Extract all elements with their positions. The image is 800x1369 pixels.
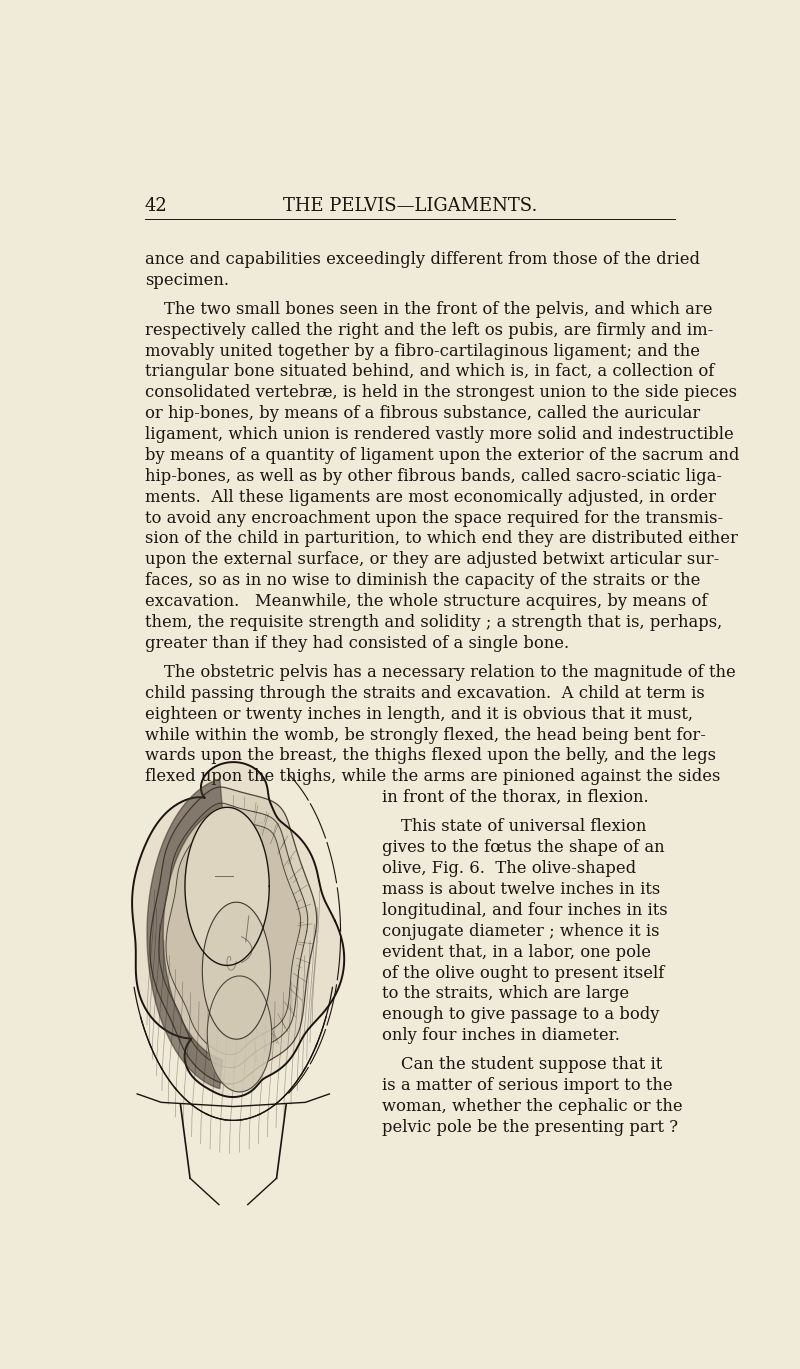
Text: upon the external surface, or they are adjusted betwixt articular sur-: upon the external surface, or they are a… (145, 552, 719, 568)
Polygon shape (159, 804, 308, 1068)
Polygon shape (150, 787, 317, 1084)
Text: triangular bone situated behind, and which is, in fact, a collection of: triangular bone situated behind, and whi… (145, 363, 714, 381)
Text: The obstetric pelvis has a necessary relation to the magnitude of the: The obstetric pelvis has a necessary rel… (165, 664, 736, 680)
Text: THE PELVIS—LIGAMENTS.: THE PELVIS—LIGAMENTS. (283, 197, 537, 215)
Text: hip-bones, as well as by other fibrous bands, called sacro-sciatic liga-: hip-bones, as well as by other fibrous b… (145, 468, 722, 485)
Text: by means of a quantity of ligament upon the exterior of the sacrum and: by means of a quantity of ligament upon … (145, 446, 739, 464)
Text: specimen.: specimen. (145, 271, 229, 289)
Text: flexed upon the thighs, while the arms are pinioned against the sides: flexed upon the thighs, while the arms a… (145, 768, 720, 786)
Text: in front of the thorax, in flexion.: in front of the thorax, in flexion. (382, 789, 649, 806)
Text: respectively called the right and the left os pubis, are firmly and im-: respectively called the right and the le… (145, 322, 713, 338)
Text: or hip-bones, by means of a fibrous substance, called the auricular: or hip-bones, by means of a fibrous subs… (145, 405, 700, 422)
Text: movably united together by a fibro-cartilaginous ligament; and the: movably united together by a fibro-carti… (145, 342, 700, 360)
Text: to the straits, which are large: to the straits, which are large (382, 986, 630, 1002)
Text: is a matter of serious import to the: is a matter of serious import to the (382, 1077, 673, 1094)
Text: faces, so as in no wise to diminish the capacity of the straits or the: faces, so as in no wise to diminish the … (145, 572, 700, 589)
Text: child passing through the straits and excavation.  A child at term is: child passing through the straits and ex… (145, 684, 704, 702)
Polygon shape (207, 976, 272, 1092)
Text: The two small bones seen in the front of the pelvis, and which are: The two small bones seen in the front of… (165, 301, 713, 318)
Text: Fig. 6.: Fig. 6. (216, 820, 269, 838)
Text: them, the requisite strength and solidity ; a strength that is, perhaps,: them, the requisite strength and solidit… (145, 613, 722, 631)
Polygon shape (202, 902, 270, 1039)
Text: ligament, which union is rendered vastly more solid and indestructible: ligament, which union is rendered vastly… (145, 426, 734, 444)
Text: to avoid any encroachment upon the space required for the transmis-: to avoid any encroachment upon the space… (145, 509, 722, 527)
Polygon shape (147, 779, 222, 1088)
Text: pelvic pole be the presenting part ?: pelvic pole be the presenting part ? (382, 1118, 678, 1136)
Text: consolidated vertebræ, is held in the strongest union to the side pieces: consolidated vertebræ, is held in the st… (145, 385, 737, 401)
Text: woman, whether the cephalic or the: woman, whether the cephalic or the (382, 1098, 682, 1116)
Text: wards upon the breast, the thighs flexed upon the belly, and the legs: wards upon the breast, the thighs flexed… (145, 747, 716, 764)
Text: only four inches in diameter.: only four inches in diameter. (382, 1027, 620, 1045)
Text: olive, Fig. 6.  The olive-shaped: olive, Fig. 6. The olive-shaped (382, 860, 636, 878)
Text: This state of universal flexion: This state of universal flexion (401, 819, 646, 835)
Text: mass is about twelve inches in its: mass is about twelve inches in its (382, 882, 660, 898)
Text: ments.  All these ligaments are most economically adjusted, in order: ments. All these ligaments are most econ… (145, 489, 716, 505)
Text: sion of the child in parturition, to which end they are distributed either: sion of the child in parturition, to whi… (145, 530, 738, 548)
Text: 42: 42 (145, 197, 167, 215)
Polygon shape (166, 816, 301, 1054)
Text: ance and capabilities exceedingly different from those of the dried: ance and capabilities exceedingly differ… (145, 251, 700, 268)
Text: excavation.   Meanwhile, the whole structure acquires, by means of: excavation. Meanwhile, the whole structu… (145, 593, 707, 611)
Text: greater than if they had consisted of a single bone.: greater than if they had consisted of a … (145, 635, 569, 652)
Text: while within the womb, be strongly flexed, the head being bent for-: while within the womb, be strongly flexe… (145, 727, 706, 743)
Text: enough to give passage to a body: enough to give passage to a body (382, 1006, 659, 1023)
Polygon shape (185, 808, 270, 965)
Text: Can the student suppose that it: Can the student suppose that it (401, 1057, 662, 1073)
Text: conjugate diameter ; whence it is: conjugate diameter ; whence it is (382, 923, 659, 939)
Polygon shape (132, 763, 344, 1097)
Text: eighteen or twenty inches in length, and it is obvious that it must,: eighteen or twenty inches in length, and… (145, 706, 693, 723)
Text: of the olive ought to present itself: of the olive ought to present itself (382, 965, 665, 982)
Text: evident that, in a labor, one pole: evident that, in a labor, one pole (382, 943, 651, 961)
Text: longitudinal, and four inches in its: longitudinal, and four inches in its (382, 902, 668, 919)
Text: gives to the fœtus the shape of an: gives to the fœtus the shape of an (382, 839, 665, 856)
